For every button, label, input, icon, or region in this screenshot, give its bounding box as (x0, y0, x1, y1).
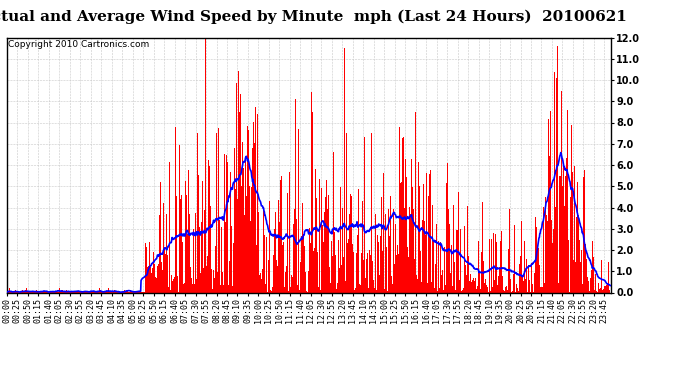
Text: Actual and Average Wind Speed by Minute  mph (Last 24 Hours)  20100621: Actual and Average Wind Speed by Minute … (0, 9, 627, 24)
Text: Copyright 2010 Cartronics.com: Copyright 2010 Cartronics.com (8, 40, 149, 49)
